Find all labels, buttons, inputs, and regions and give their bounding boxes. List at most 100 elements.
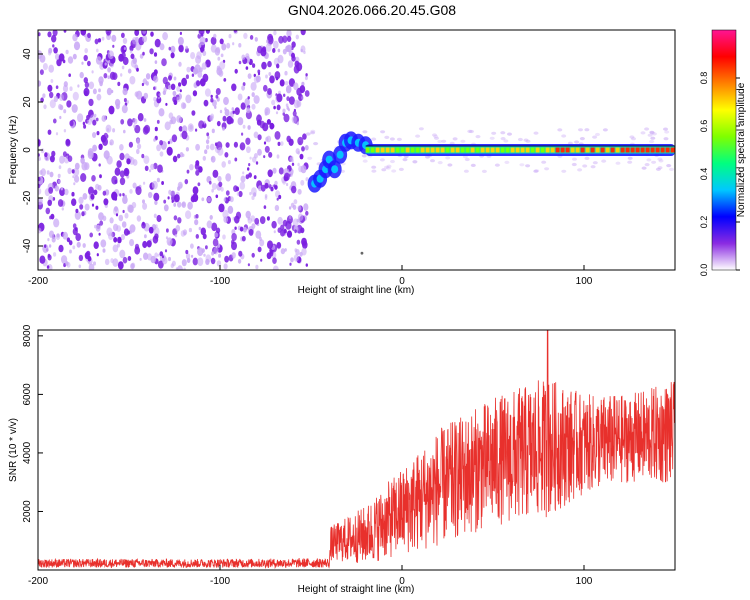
noise-blob <box>200 227 206 236</box>
track-peak <box>415 147 420 153</box>
track-halo <box>305 132 311 136</box>
track-halo <box>533 131 539 135</box>
noise-blob <box>129 75 136 85</box>
noise-blob <box>75 208 79 214</box>
noise-blob <box>242 226 247 233</box>
track-peak <box>405 147 410 153</box>
noise-blob <box>39 255 46 264</box>
noise-blob <box>181 202 185 207</box>
noise-blob <box>249 156 252 160</box>
noise-blob <box>59 115 62 120</box>
noise-blob <box>192 257 198 266</box>
noise-blob <box>73 41 81 51</box>
track-halo <box>389 137 395 141</box>
noise-blob <box>264 107 271 116</box>
noise-blob <box>236 192 240 196</box>
noise-blob <box>59 187 66 196</box>
noise-blob <box>286 44 292 53</box>
track-halo <box>595 132 600 137</box>
noise-blob <box>285 103 289 107</box>
noise-blob <box>80 30 87 36</box>
track-halo <box>578 128 583 132</box>
noise-blob <box>148 226 154 234</box>
noise-blob <box>77 84 80 88</box>
noise-blob <box>58 244 64 253</box>
noise-blob <box>68 73 71 77</box>
spectrogram-ytick-label: 0 <box>22 147 33 153</box>
noise-blob <box>51 34 57 43</box>
noise-blob <box>177 153 181 159</box>
noise-blob <box>95 224 101 232</box>
noise-blob <box>185 253 191 260</box>
noise-blob <box>158 108 165 117</box>
noise-blob <box>119 193 122 197</box>
noise-blob <box>154 200 158 206</box>
noise-blob <box>129 49 133 54</box>
noise-blob <box>48 186 54 194</box>
track-halo <box>491 131 497 135</box>
track-peak <box>575 147 580 153</box>
noise-blob <box>267 240 273 249</box>
noise-blob <box>61 207 64 211</box>
track-halo <box>592 135 598 139</box>
spectrogram-ytick-label: -20 <box>22 190 33 205</box>
noise-blob <box>211 188 214 193</box>
noise-blob <box>126 100 129 104</box>
noise-blob <box>246 146 251 154</box>
noise-blob <box>59 104 64 111</box>
noise-blob <box>266 252 272 260</box>
noise-blob <box>112 128 116 133</box>
noise-blob <box>142 35 148 43</box>
noise-blob <box>92 88 97 95</box>
noise-blob <box>300 165 307 174</box>
noise-blob <box>123 129 126 134</box>
track-halo <box>649 139 655 144</box>
noise-blob <box>42 63 48 71</box>
track-peak <box>540 147 545 153</box>
snr-marks <box>38 330 675 570</box>
noise-blob <box>174 194 180 203</box>
noise-blob <box>277 54 284 64</box>
noise-blob <box>63 129 67 133</box>
track-halo <box>464 157 470 162</box>
noise-blob <box>293 254 299 262</box>
noise-blob <box>167 85 172 90</box>
noise-blob <box>213 246 219 255</box>
noise-blob <box>224 152 229 158</box>
noise-blob <box>205 30 210 34</box>
noise-blob <box>211 222 218 232</box>
noise-blob <box>251 92 255 98</box>
noise-blob <box>305 177 309 182</box>
noise-blob <box>304 145 309 151</box>
noise-blob <box>217 175 222 182</box>
noise-blob <box>224 255 230 263</box>
track-halo <box>582 164 588 168</box>
noise-blob <box>284 172 290 181</box>
noise-blob <box>182 153 185 157</box>
noise-blob <box>94 38 99 45</box>
noise-blob <box>272 167 277 174</box>
noise-blob <box>177 201 182 208</box>
noise-blob <box>253 175 257 180</box>
noise-blob <box>289 262 292 266</box>
spectrogram-xtick-label: -200 <box>28 276 48 287</box>
track-peak <box>595 147 600 153</box>
noise-blob <box>178 126 183 132</box>
noise-blob <box>270 186 274 192</box>
noise-blob <box>153 96 157 102</box>
noise-blob <box>257 72 261 76</box>
noise-blob <box>238 250 243 257</box>
noise-blob <box>289 172 293 177</box>
track-halo <box>651 160 657 164</box>
noise-blob <box>67 56 74 64</box>
noise-blob <box>210 97 214 103</box>
noise-blob <box>183 231 187 236</box>
track-halo <box>663 127 668 131</box>
snr-frame <box>37 329 676 571</box>
track-halo <box>602 128 608 132</box>
noise-blob <box>79 204 84 210</box>
track-peak <box>670 147 675 153</box>
noise-blob <box>263 141 267 145</box>
noise-blob <box>248 172 253 178</box>
noise-blob <box>293 199 298 205</box>
